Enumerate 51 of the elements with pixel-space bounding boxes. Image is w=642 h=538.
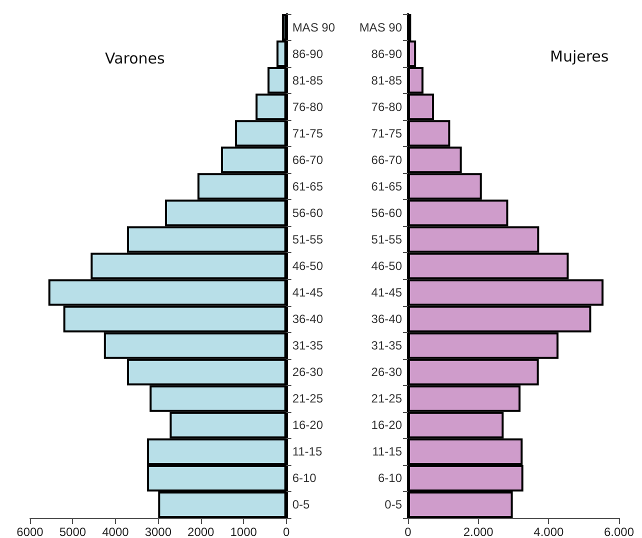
y-tick-label: 76-80 [371,100,402,114]
x-tick-label: 2000 [188,525,215,538]
text: Varones [105,50,166,68]
y-tick-label: 56-60 [371,206,402,220]
x-tick-label: 3000 [144,525,172,538]
y-tick-label: 81-85 [292,73,324,88]
y-tick-label: MAS 90 [292,20,336,34]
y-tick-label: 61-65 [292,179,324,194]
y-tick-label: 46-50 [292,259,324,273]
y-tick-label: 31-35 [292,338,324,353]
y-tick-label: 51-55 [292,232,324,246]
y-tick-label: 41-45 [292,286,324,300]
y-tick-label: MAS 90 [359,20,402,34]
y-tick-label: 71-75 [292,126,324,140]
y-tick-label: 81-85 [371,73,402,88]
y-tick-label: 21-25 [292,392,324,406]
x-tick-label: 5000 [59,525,86,538]
x-tick-label: 2.000 [463,525,494,538]
y-tick-label: 56-60 [292,206,324,220]
y-tick-label: 11-15 [292,444,322,459]
y-tick-label: 61-65 [371,179,402,194]
x-tick-label: 1000 [230,525,258,538]
y-tick-label: 16-20 [292,418,324,432]
y-tick-label: 0-5 [292,498,310,512]
y-tick-label: 86-90 [371,46,402,61]
y-tick-label: 6-10 [378,471,402,486]
x-tick-label: 0 [282,525,290,538]
y-tick-label: 36-40 [371,312,402,326]
y-tick-label: 21-25 [371,392,402,406]
x-tick-label: 4.000 [534,525,564,538]
y-tick-label: 26-30 [292,365,324,380]
y-tick-label: 76-80 [292,100,324,114]
y-tick-label: 46-50 [371,259,402,273]
y-tick-label: 51-55 [371,232,402,246]
y-tick-label: 71-75 [371,126,402,140]
y-tick-label: 36-40 [292,312,324,326]
y-tick-label: 16-20 [371,418,402,432]
x-tick-label: 4000 [102,525,130,538]
y-tick-label: 41-45 [371,286,402,300]
y-tick-label: 6-10 [292,471,317,486]
y-tick-label: 66-70 [292,152,324,167]
x-tick-label: 6.000 [604,525,634,538]
y-tick-label: 11-15 [372,444,402,459]
y-tick-label: 66-70 [371,152,402,167]
x-tick-label: 6000 [16,525,44,538]
y-tick-label: 31-35 [371,338,402,353]
x-tick-label: 0 [404,525,412,538]
y-tick-label: 86-90 [292,46,324,61]
y-tick-label: 0-5 [384,498,402,512]
text: Mujeres [550,48,609,66]
y-tick-label: 26-30 [371,365,402,380]
